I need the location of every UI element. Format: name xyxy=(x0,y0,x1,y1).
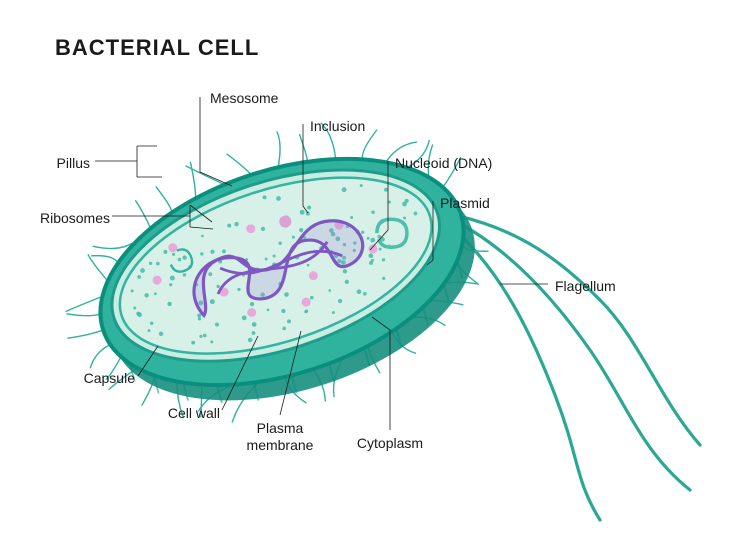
label-inclusion: Inclusion xyxy=(310,118,365,135)
diagram-stage: BACTERIAL CELL Mesosome Inclusion Nucleo… xyxy=(0,0,750,550)
bacterial-cell-svg xyxy=(0,0,750,550)
label-pillus: Pillus xyxy=(40,155,90,172)
diagram-title: BACTERIAL CELL xyxy=(55,35,259,61)
label-capsule: Capsule xyxy=(70,370,135,387)
label-cellwall: Cell wall xyxy=(155,405,220,422)
label-nucleoid: Nucleoid (DNA) xyxy=(395,155,492,172)
label-mesosome: Mesosome xyxy=(210,90,278,107)
label-ribosomes: Ribosomes xyxy=(30,210,110,227)
label-plasma-membrane: Plasmamembrane xyxy=(240,420,320,454)
label-cytoplasm: Cytoplasm xyxy=(350,435,430,452)
label-flagellum: Flagellum xyxy=(555,278,616,295)
label-plasmid: Plasmid xyxy=(440,195,490,212)
